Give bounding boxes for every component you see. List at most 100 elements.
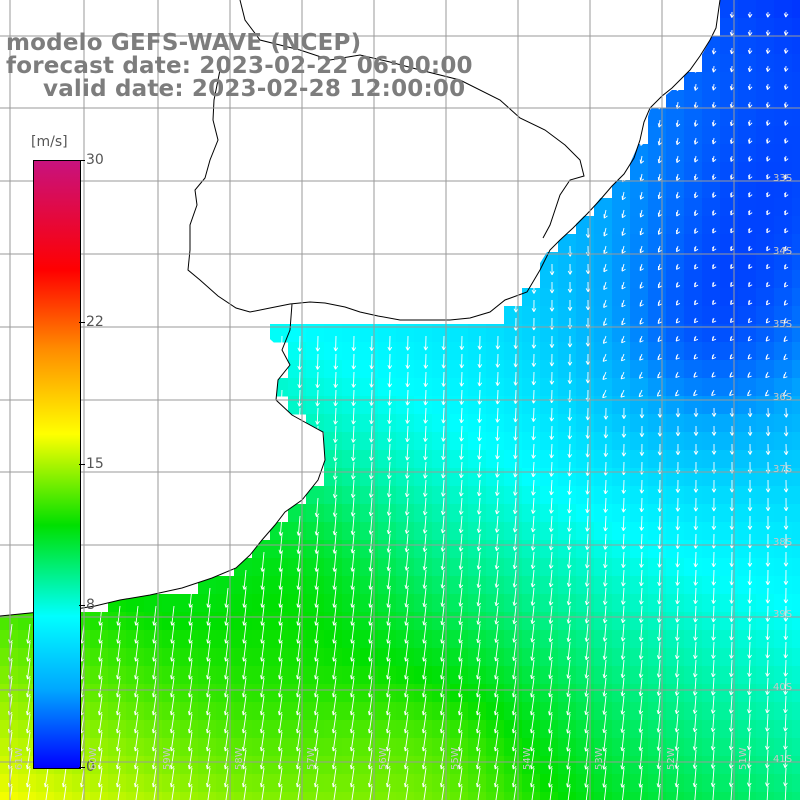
wind-arrow <box>530 641 535 661</box>
wind-arrow <box>783 407 789 418</box>
wind-speed-cell <box>198 792 217 800</box>
wind-speed-cell <box>774 0 793 19</box>
wind-speed-cell <box>612 612 631 631</box>
wind-speed-cell <box>450 540 469 559</box>
wind-speed-cell <box>648 342 667 361</box>
wind-speed-cell <box>270 720 289 739</box>
wind-speed-cell <box>612 576 631 595</box>
wind-speed-cell <box>414 396 433 415</box>
wind-arrow <box>386 767 391 788</box>
wind-speed-cell <box>612 396 631 415</box>
wind-arrow <box>368 551 374 572</box>
wind-arrow <box>495 461 500 478</box>
wind-arrow <box>674 731 680 751</box>
wind-arrow <box>783 29 789 36</box>
wind-speed-cell <box>396 342 415 361</box>
wind-arrow <box>765 335 770 342</box>
wind-arrow <box>567 533 572 551</box>
wind-speed-cell <box>396 666 415 685</box>
wind-arrow <box>315 353 321 370</box>
wind-speed-cell <box>396 324 415 343</box>
wind-speed-cell <box>756 684 775 703</box>
wind-speed-cell <box>378 612 397 631</box>
wind-arrow <box>711 497 717 512</box>
wind-speed-cell <box>738 720 757 739</box>
wind-arrow <box>152 767 157 788</box>
wind-speed-cell <box>648 162 667 181</box>
wind-arrow <box>296 605 301 626</box>
wind-speed-cell <box>342 324 361 343</box>
wind-arrow <box>602 371 607 381</box>
wind-arrow <box>297 335 303 352</box>
wind-speed-cell <box>702 252 721 271</box>
wind-speed-cell <box>576 576 595 595</box>
wind-speed-cell <box>486 324 505 343</box>
wind-arrow <box>225 785 229 800</box>
wind-arrow <box>152 605 157 626</box>
wind-arrow <box>602 587 608 605</box>
wind-speed-cell <box>792 504 800 523</box>
wind-speed-cell <box>738 432 757 451</box>
wind-arrow <box>675 569 680 586</box>
wind-arrow <box>422 659 427 680</box>
wind-arrow <box>440 767 445 788</box>
wind-speed-cell <box>648 594 667 613</box>
wind-speed-cell <box>0 720 19 739</box>
wind-speed-cell <box>774 72 793 91</box>
wind-arrow <box>549 299 555 312</box>
wind-arrow <box>476 551 482 570</box>
wind-speed-cell <box>774 756 793 775</box>
wind-speed-cell <box>738 648 757 667</box>
wind-arrow <box>747 731 752 751</box>
wind-arrow <box>368 659 373 680</box>
wind-arrow <box>170 659 175 680</box>
wind-speed-cell <box>594 342 613 361</box>
wind-speed-cell <box>666 450 685 469</box>
wind-speed-cell <box>90 630 109 649</box>
wind-speed-cell <box>630 468 649 487</box>
wind-speed-cell <box>486 486 505 505</box>
latitude-label: 41S <box>773 754 793 765</box>
wind-arrow <box>765 479 771 493</box>
wind-arrow <box>494 551 500 570</box>
wind-speed-cell <box>666 522 685 541</box>
wind-arrow <box>693 569 698 586</box>
wind-speed-cell <box>540 522 559 541</box>
wind-arrow <box>640 785 643 800</box>
wind-arrow <box>638 389 644 398</box>
wind-speed-cell <box>738 684 757 703</box>
wind-speed-cell <box>252 684 271 703</box>
wind-speed-cell <box>702 522 721 541</box>
wind-arrow <box>639 425 645 438</box>
wind-arrow <box>674 659 680 678</box>
wind-speed-cell <box>414 504 433 523</box>
wind-arrow <box>747 443 753 455</box>
wind-arrow <box>747 641 752 659</box>
wind-speed-cell <box>306 594 325 613</box>
wind-speed-cell <box>666 666 685 685</box>
wind-speed-cell <box>612 252 631 271</box>
wind-speed-cell <box>18 702 37 721</box>
wind-arrow <box>675 389 680 397</box>
wind-arrow <box>674 713 680 733</box>
wind-speed-cell <box>738 90 757 109</box>
longitude-label: 52W <box>666 747 677 770</box>
wind-arrow <box>729 641 734 659</box>
wind-arrow <box>62 767 67 788</box>
wind-arrow <box>603 425 609 439</box>
wind-speed-cell <box>324 432 343 451</box>
wind-speed-cell <box>612 216 631 235</box>
wind-speed-cell <box>792 54 800 73</box>
wind-arrow <box>693 65 699 73</box>
wind-arrow <box>585 515 590 532</box>
wind-speed-cell <box>612 486 631 505</box>
wind-speed-cell <box>738 396 757 415</box>
wind-arrow <box>710 713 716 733</box>
wind-arrow <box>567 335 573 348</box>
wind-arrow <box>314 569 319 590</box>
wind-speed-cell <box>504 432 523 451</box>
wind-speed-cell <box>738 72 757 91</box>
wind-speed-cell <box>522 378 541 397</box>
wind-arrow <box>548 551 554 569</box>
wind-speed-cell <box>720 216 739 235</box>
